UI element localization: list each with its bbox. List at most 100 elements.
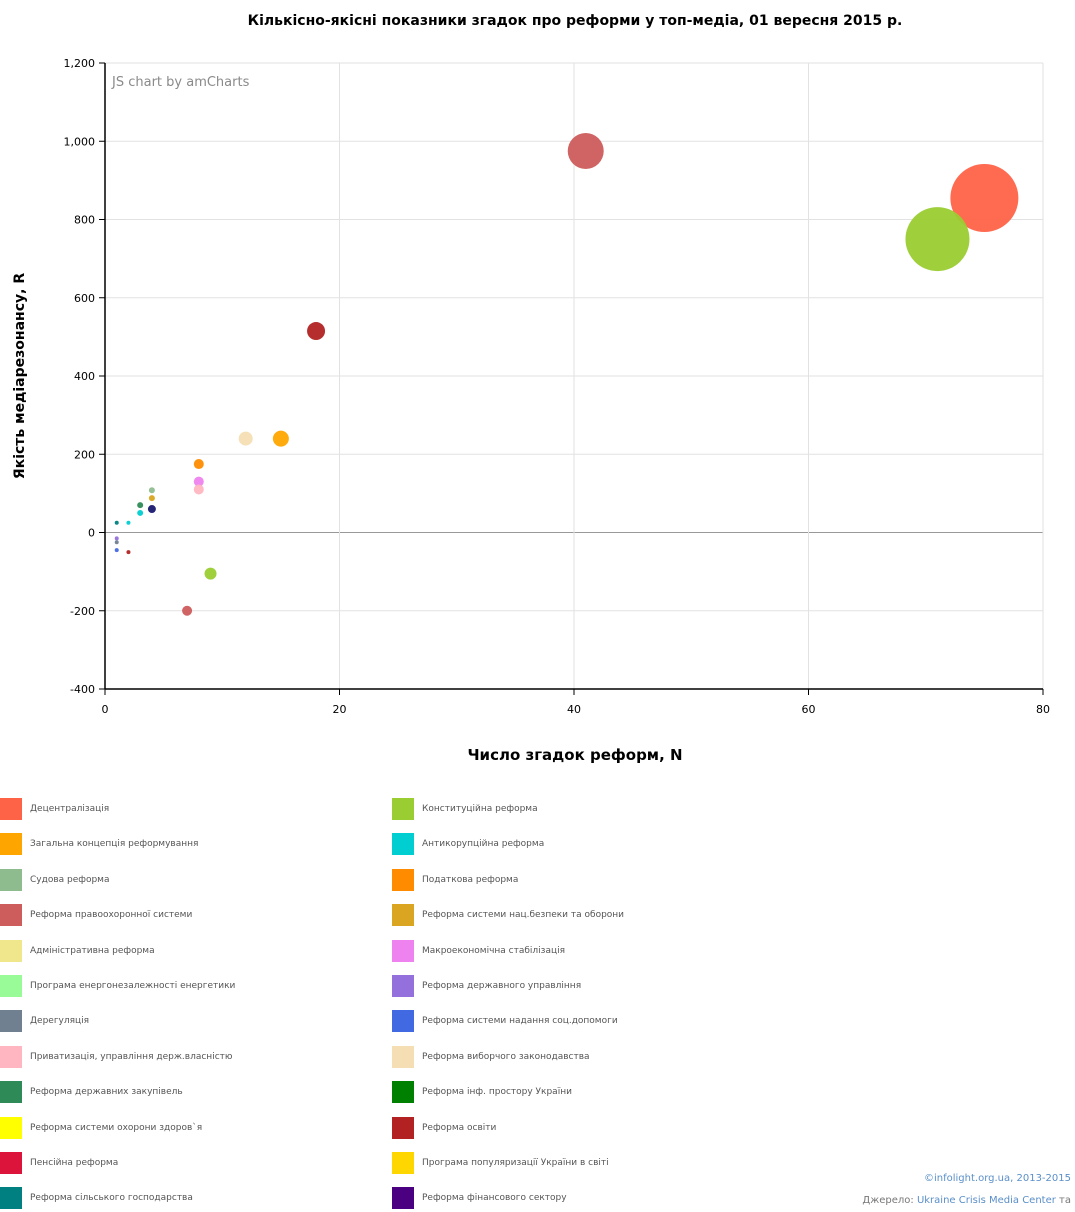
y-tick-label: 200	[74, 448, 95, 461]
legend-swatch	[392, 1081, 414, 1104]
legend-item[interactable]: Реформа правоохоронної системи	[0, 902, 192, 928]
legend-item[interactable]: Загальна концепція реформування	[0, 831, 198, 857]
legend-swatch	[0, 1152, 22, 1174]
scatter-chart: Кількісно-якісні показники згадок про ре…	[12, 13, 1051, 764]
x-tick-label: 40	[567, 703, 581, 716]
legend-swatch	[392, 798, 414, 820]
legend-item[interactable]: Реформа системи охорони здоров`я	[0, 1115, 202, 1141]
legend-item[interactable]: Судова реформа	[0, 867, 110, 893]
legend-item[interactable]: Приватизація, управління держ.власністю	[0, 1044, 232, 1070]
legend-swatch	[0, 1045, 22, 1068]
legend-label: Приватизація, управління держ.власністю	[30, 1051, 233, 1062]
legend-swatch	[392, 975, 414, 997]
legend-label: Реформа сільського господарства	[30, 1193, 193, 1204]
credits: ©infolight.org.ua, 2013-2015 Джерело: Uk…	[862, 1168, 1071, 1212]
legend-label: Реформа виборчого законодавства	[422, 1051, 590, 1062]
legend-item[interactable]: Реформа системи надання соц.допомоги	[392, 1008, 618, 1034]
legend-swatch	[392, 939, 414, 962]
legend-label: Децентралізація	[30, 804, 110, 814]
data-point[interactable]	[114, 540, 119, 545]
source-text: Джерело: Ukraine Crisis Media Center та	[862, 1190, 1071, 1212]
legend-label: Реформа системи охорони здоров`я	[30, 1122, 203, 1133]
data-point[interactable]	[126, 550, 131, 555]
legend-label: Адміністративна реформа	[30, 945, 155, 956]
legend-swatch	[0, 1116, 22, 1139]
data-point[interactable]	[148, 495, 155, 502]
data-point[interactable]	[137, 509, 144, 516]
data-point[interactable]	[193, 459, 204, 470]
legend-swatch	[0, 939, 22, 962]
data-point[interactable]	[567, 133, 604, 170]
legend-label: Пенсійна реформа	[30, 1158, 119, 1168]
data-point[interactable]	[193, 484, 204, 495]
legend-label: Податкова реформа	[422, 874, 519, 885]
data-point[interactable]	[238, 431, 253, 446]
legend-label: Реформа правоохоронної системи	[30, 910, 193, 921]
legend-label: Макроекономічна стабілізація	[422, 945, 566, 956]
legend-item[interactable]: Антикорупційна реформа	[392, 831, 544, 857]
data-point[interactable]	[148, 487, 155, 494]
legend-swatch	[0, 1010, 22, 1033]
x-axis-title: Число згадок реформ, N	[467, 746, 682, 764]
legend-item[interactable]: Реформа системи нац.безпеки та оборони	[392, 902, 624, 928]
legend-item[interactable]: Макроекономічна стабілізація	[392, 938, 565, 964]
legend-item[interactable]: Пенсійна реформа	[0, 1150, 118, 1176]
axis-ticks: -400 -200 0 200 400 600 800 1,000 1,200 0 20 40 60 80	[64, 57, 1051, 716]
source-suffix: та	[1055, 1195, 1071, 1206]
legend-swatch	[392, 1187, 414, 1210]
legend-swatch	[392, 1116, 414, 1139]
legend-item[interactable]: Децентралізація	[0, 796, 109, 822]
legend-item[interactable]: Реформа сільського господарства	[0, 1185, 193, 1211]
legend-item[interactable]: Реформа інф. простору України	[392, 1079, 572, 1105]
data-point[interactable]	[147, 505, 156, 514]
data-point[interactable]	[950, 163, 1019, 232]
x-tick-label: 60	[802, 703, 816, 716]
legend-label: Загальна концепція реформування	[30, 839, 199, 850]
data-point[interactable]	[114, 536, 119, 541]
data-point[interactable]	[137, 502, 144, 509]
data-point[interactable]	[126, 520, 131, 525]
legend-swatch	[392, 1010, 414, 1033]
source-link[interactable]: Ukraine Crisis Media Center	[916, 1195, 1056, 1206]
legend-label: Дерегуляція	[30, 1016, 90, 1027]
legend-item[interactable]: Конституційна реформа	[392, 796, 538, 822]
legend-swatch	[392, 833, 414, 856]
legend-item[interactable]: Реформа виборчого законодавства	[392, 1044, 590, 1070]
data-point[interactable]	[905, 207, 970, 272]
data-point[interactable]	[193, 476, 204, 487]
legend-item[interactable]: Програма енергонезалежності енергетики	[0, 973, 235, 999]
data-point[interactable]	[114, 520, 119, 525]
data-point[interactable]	[182, 605, 193, 616]
y-tick-label: 400	[74, 370, 95, 383]
legend-swatch	[0, 1187, 22, 1210]
data-point[interactable]	[272, 430, 289, 447]
legend-item[interactable]: Програма популяризації України в світі	[392, 1150, 609, 1176]
x-tick-label: 0	[102, 703, 109, 716]
y-tick-label: 800	[74, 214, 95, 227]
legend-label: Судова реформа	[30, 874, 110, 885]
legend-item[interactable]: Реформа державних закупівель	[0, 1079, 183, 1105]
y-tick-label: 1,200	[64, 57, 96, 70]
y-tick-label: 0	[88, 527, 95, 540]
legend-item[interactable]: Дерегуляція	[0, 1008, 89, 1034]
legend-item[interactable]: Реформа фінансового сектору	[392, 1185, 567, 1211]
legend-swatch	[0, 868, 22, 891]
y-tick-label: -400	[70, 683, 95, 696]
data-point[interactable]	[307, 322, 326, 341]
data-point[interactable]	[114, 548, 119, 553]
legend-item[interactable]: Податкова реформа	[392, 867, 518, 893]
data-point[interactable]	[204, 567, 217, 580]
legend-label: Програма популяризації України в світі	[422, 1158, 609, 1168]
chart-title: Кількісно-якісні показники згадок про ре…	[248, 13, 903, 29]
copyright-text: ©infolight.org.ua, 2013-2015	[862, 1168, 1071, 1190]
watermark: JS chart by amCharts	[111, 75, 250, 90]
copyright-link[interactable]: ©infolight.org.ua, 2013-2015	[923, 1173, 1071, 1184]
legend-item[interactable]: Адміністративна реформа	[0, 938, 155, 964]
legend-label: Конституційна реформа	[422, 804, 538, 814]
legend-label: Реформа державних закупівель	[30, 1087, 183, 1098]
y-tick-label: -200	[70, 605, 95, 618]
legend-item[interactable]: Реформа освіти	[392, 1115, 496, 1141]
legend-item[interactable]: Реформа державного управління	[392, 973, 581, 999]
legend-swatch	[0, 833, 22, 856]
data-points	[114, 133, 1019, 616]
